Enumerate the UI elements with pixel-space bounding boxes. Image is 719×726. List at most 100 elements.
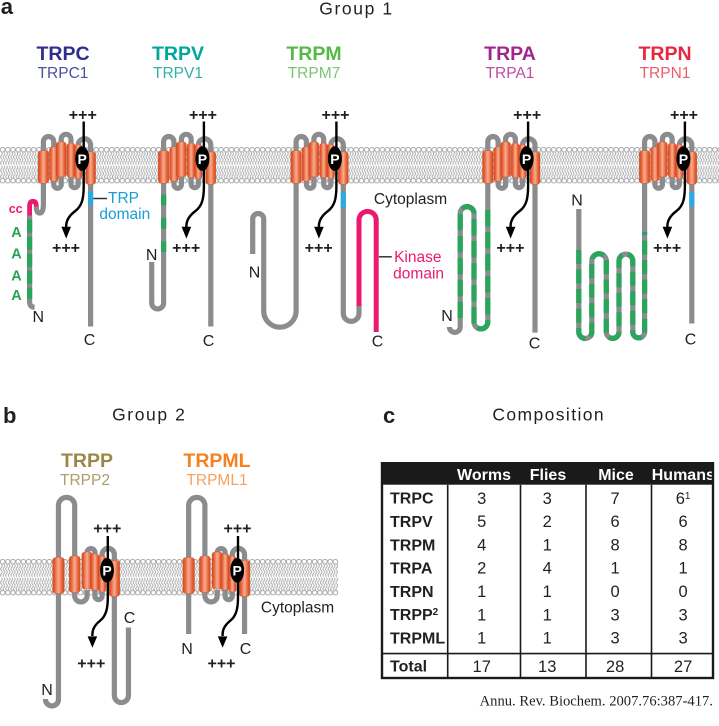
svg-text:Worms: Worms: [457, 467, 511, 484]
svg-text:N: N: [249, 264, 261, 281]
svg-text:TRPM: TRPM: [390, 537, 435, 554]
svg-text:P: P: [330, 151, 339, 167]
svg-text:28: 28: [606, 658, 624, 676]
svg-text:C: C: [124, 610, 136, 627]
svg-text:TRPP: TRPP: [61, 450, 113, 472]
svg-text:+++: +++: [223, 521, 251, 538]
svg-text:8: 8: [611, 536, 620, 554]
svg-text:3: 3: [611, 630, 620, 648]
svg-text:+++: +++: [69, 107, 97, 124]
svg-text:3: 3: [611, 606, 620, 624]
svg-text:2: 2: [543, 513, 552, 531]
svg-text:P: P: [522, 151, 531, 167]
svg-text:6: 6: [679, 513, 688, 531]
svg-text:TRPV1: TRPV1: [153, 65, 203, 82]
svg-text:Mice: Mice: [598, 467, 634, 484]
svg-text:0: 0: [611, 583, 620, 601]
svg-text:TRPC: TRPC: [390, 491, 434, 508]
svg-text:TRPV: TRPV: [390, 514, 433, 531]
svg-text:4: 4: [543, 560, 552, 578]
svg-text:TRPM: TRPM: [286, 43, 341, 65]
svg-text:c: c: [383, 403, 395, 428]
svg-text:4: 4: [477, 536, 486, 554]
svg-text:C: C: [240, 641, 252, 658]
svg-text:b: b: [3, 403, 16, 428]
svg-text:1: 1: [477, 630, 486, 648]
svg-text:3: 3: [543, 490, 552, 508]
svg-text:Cytoplasm: Cytoplasm: [374, 191, 447, 208]
svg-text:a: a: [1, 0, 14, 19]
svg-text:1: 1: [611, 560, 620, 578]
svg-text:C: C: [529, 335, 541, 352]
svg-text:2: 2: [477, 560, 486, 578]
svg-text:A: A: [11, 225, 22, 241]
svg-text:TRPC: TRPC: [36, 43, 89, 65]
svg-text:N: N: [33, 309, 45, 326]
svg-text:Total: Total: [390, 659, 427, 676]
svg-text:Humans: Humans: [652, 467, 715, 484]
svg-text:13: 13: [538, 658, 556, 676]
svg-text:1: 1: [543, 583, 552, 601]
svg-text:N: N: [181, 641, 193, 658]
svg-text:3: 3: [477, 490, 486, 508]
svg-text:Annu. Rev. Biochem. 2007.76:38: Annu. Rev. Biochem. 2007.76:387-417.: [480, 694, 713, 710]
svg-text:3: 3: [679, 630, 688, 648]
svg-text:A: A: [11, 288, 22, 304]
svg-text:A: A: [11, 269, 22, 285]
svg-text:17: 17: [473, 658, 491, 676]
svg-text:1: 1: [477, 583, 486, 601]
svg-text:TRPP2: TRPP2: [60, 472, 110, 489]
svg-text:TRPML: TRPML: [390, 631, 445, 648]
svg-text:P: P: [233, 563, 242, 579]
svg-text:+++: +++: [321, 107, 349, 124]
svg-text:1: 1: [543, 536, 552, 554]
svg-text:N: N: [571, 192, 583, 209]
svg-text:TRPV: TRPV: [152, 43, 204, 65]
svg-text:3: 3: [679, 606, 688, 624]
svg-text:TRP: TRP: [108, 190, 139, 207]
svg-text:+++: +++: [93, 521, 121, 538]
svg-text:+++: +++: [653, 240, 681, 257]
svg-text:TRPM7: TRPM7: [288, 65, 341, 82]
svg-text:P: P: [102, 563, 111, 579]
svg-text:Group 1: Group 1: [319, 0, 393, 19]
svg-text:N: N: [441, 308, 453, 325]
svg-text:+++: +++: [207, 655, 235, 672]
svg-text:+++: +++: [52, 240, 80, 257]
svg-text:+++: +++: [189, 107, 217, 124]
svg-text:TRPA1: TRPA1: [486, 65, 535, 82]
svg-text:cc: cc: [9, 202, 23, 216]
svg-text:Group 2: Group 2: [112, 405, 186, 425]
svg-text:+++: +++: [670, 107, 698, 124]
svg-text:C: C: [84, 332, 96, 349]
svg-text:TRPP2: TRPP2: [390, 607, 439, 624]
svg-text:5: 5: [477, 513, 486, 531]
svg-text:P: P: [198, 151, 207, 167]
svg-text:Flies: Flies: [530, 467, 567, 484]
svg-text:Cytoplasm: Cytoplasm: [261, 600, 334, 617]
svg-text:Kinase: Kinase: [394, 249, 441, 266]
svg-text:C: C: [685, 331, 697, 348]
svg-text:TRPN1: TRPN1: [640, 65, 691, 82]
svg-text:C: C: [372, 333, 384, 350]
svg-text:6: 6: [611, 513, 620, 531]
svg-text:TRPA: TRPA: [484, 43, 536, 65]
svg-text:1: 1: [679, 560, 688, 578]
svg-text:domain: domain: [99, 206, 150, 223]
svg-text:+++: +++: [172, 240, 200, 257]
svg-text:N: N: [41, 682, 53, 699]
svg-text:+++: +++: [77, 655, 105, 672]
svg-text:C: C: [203, 333, 215, 350]
svg-text:1: 1: [543, 606, 552, 624]
svg-text:27: 27: [674, 658, 692, 676]
svg-text:TRPN: TRPN: [390, 584, 434, 601]
svg-text:TRPML: TRPML: [183, 450, 250, 472]
svg-text:TRPA: TRPA: [390, 561, 433, 578]
svg-text:A: A: [11, 247, 22, 263]
svg-text:TRPN: TRPN: [638, 43, 691, 65]
svg-text:1: 1: [477, 606, 486, 624]
svg-text:+++: +++: [496, 240, 524, 257]
svg-text:+++: +++: [513, 107, 541, 124]
svg-text:TRPML1: TRPML1: [186, 472, 247, 489]
svg-text:8: 8: [679, 536, 688, 554]
